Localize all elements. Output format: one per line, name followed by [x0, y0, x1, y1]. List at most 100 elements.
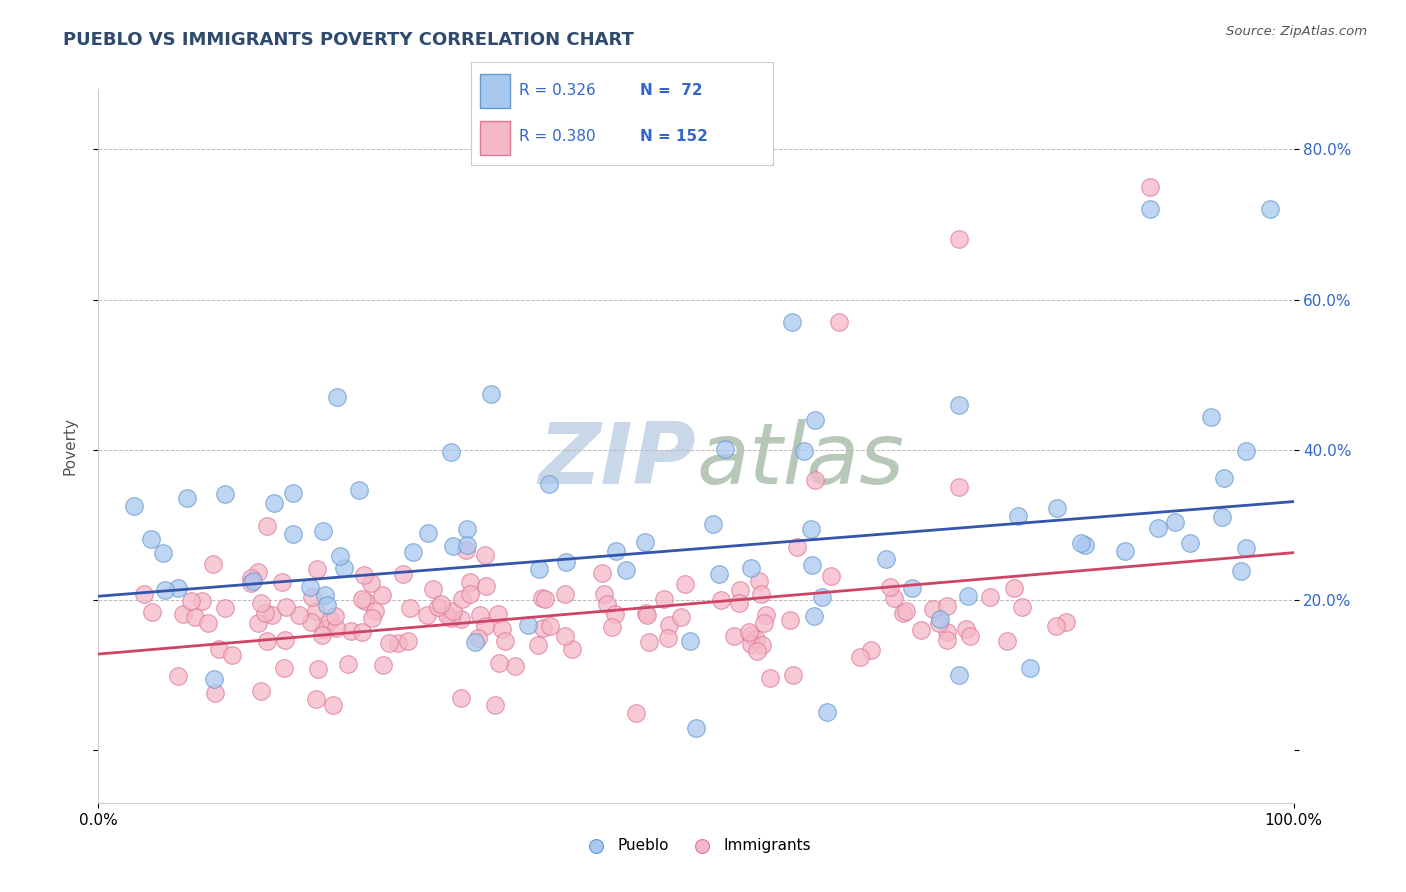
Text: N =  72: N = 72 — [640, 83, 703, 98]
Point — [494, 633, 516, 648]
Point — [1139, 179, 1161, 194]
Point — [800, 558, 823, 572]
Point — [301, 590, 323, 604]
Point — [253, 606, 276, 620]
Point — [740, 627, 762, 641]
Point — [561, 641, 583, 656]
Point — [755, 608, 778, 623]
Point — [270, 574, 292, 589]
Point — [347, 483, 370, 497]
Point — [751, 638, 773, 652]
Point — [652, 592, 675, 607]
Point — [747, 643, 769, 657]
Point — [1011, 600, 1033, 615]
Point — [811, 590, 834, 604]
Point — [263, 496, 285, 510]
Point — [373, 657, 395, 672]
Point — [202, 557, 225, 571]
Point — [371, 588, 394, 602]
Point — [538, 619, 561, 633]
Point — [728, 596, 751, 610]
Point — [679, 634, 702, 648]
Point — [595, 598, 617, 612]
Point — [605, 607, 627, 621]
Point — [307, 662, 329, 676]
Point — [891, 606, 914, 620]
Point — [299, 615, 322, 630]
Point — [759, 671, 782, 685]
Point — [262, 608, 284, 623]
Point — [364, 604, 387, 618]
Point — [1046, 500, 1069, 515]
Point — [314, 622, 336, 636]
Point — [956, 589, 979, 603]
Point — [714, 442, 737, 456]
Point — [979, 590, 1001, 604]
Point — [456, 538, 478, 552]
Point — [456, 522, 478, 536]
Point — [474, 618, 496, 632]
Point — [315, 599, 337, 613]
Point — [353, 568, 375, 582]
Point — [1234, 541, 1257, 555]
Point — [633, 535, 655, 549]
Point — [311, 628, 333, 642]
Point — [214, 601, 236, 615]
Point — [430, 598, 453, 612]
Point — [921, 602, 943, 616]
Point — [360, 611, 382, 625]
Point — [240, 572, 263, 586]
Point — [723, 629, 745, 643]
Point — [458, 574, 481, 589]
Point — [702, 517, 724, 532]
Point — [554, 629, 576, 643]
Point — [1045, 619, 1067, 633]
Point — [491, 622, 513, 636]
Point — [658, 618, 681, 632]
Point — [948, 398, 970, 412]
Point — [1258, 202, 1281, 217]
Point — [319, 613, 342, 627]
Point — [749, 587, 772, 601]
Point — [134, 587, 156, 601]
Point — [360, 575, 382, 590]
Point — [468, 607, 491, 622]
Point — [1019, 661, 1042, 675]
Point — [554, 555, 576, 569]
Point — [748, 574, 770, 589]
Point — [782, 668, 804, 682]
Point — [246, 566, 269, 580]
Point — [441, 539, 464, 553]
Point — [638, 635, 661, 649]
Point — [533, 620, 555, 634]
Point — [481, 386, 503, 401]
Point — [467, 631, 489, 645]
Point — [820, 568, 842, 582]
Point — [745, 632, 768, 646]
Point — [273, 661, 295, 675]
Point — [488, 656, 510, 670]
Point — [305, 604, 328, 618]
Text: ZIP: ZIP — [538, 418, 696, 502]
Point — [634, 606, 657, 620]
Point — [214, 487, 236, 501]
Point — [1139, 202, 1161, 217]
Text: PUEBLO VS IMMIGRANTS POVERTY CORRELATION CHART: PUEBLO VS IMMIGRANTS POVERTY CORRELATION… — [63, 31, 634, 49]
Point — [955, 622, 977, 636]
Point — [197, 616, 219, 631]
Point — [256, 518, 278, 533]
Point — [936, 632, 959, 647]
Point — [418, 526, 440, 541]
Point — [614, 563, 637, 577]
Point — [959, 629, 981, 643]
Point — [451, 592, 474, 607]
Point — [307, 562, 329, 576]
Point — [288, 607, 311, 622]
Point — [441, 604, 464, 618]
Point — [326, 390, 349, 404]
Point — [928, 616, 950, 631]
Point — [1007, 508, 1029, 523]
Point — [422, 582, 444, 596]
Point — [740, 637, 762, 651]
Point — [728, 583, 751, 598]
